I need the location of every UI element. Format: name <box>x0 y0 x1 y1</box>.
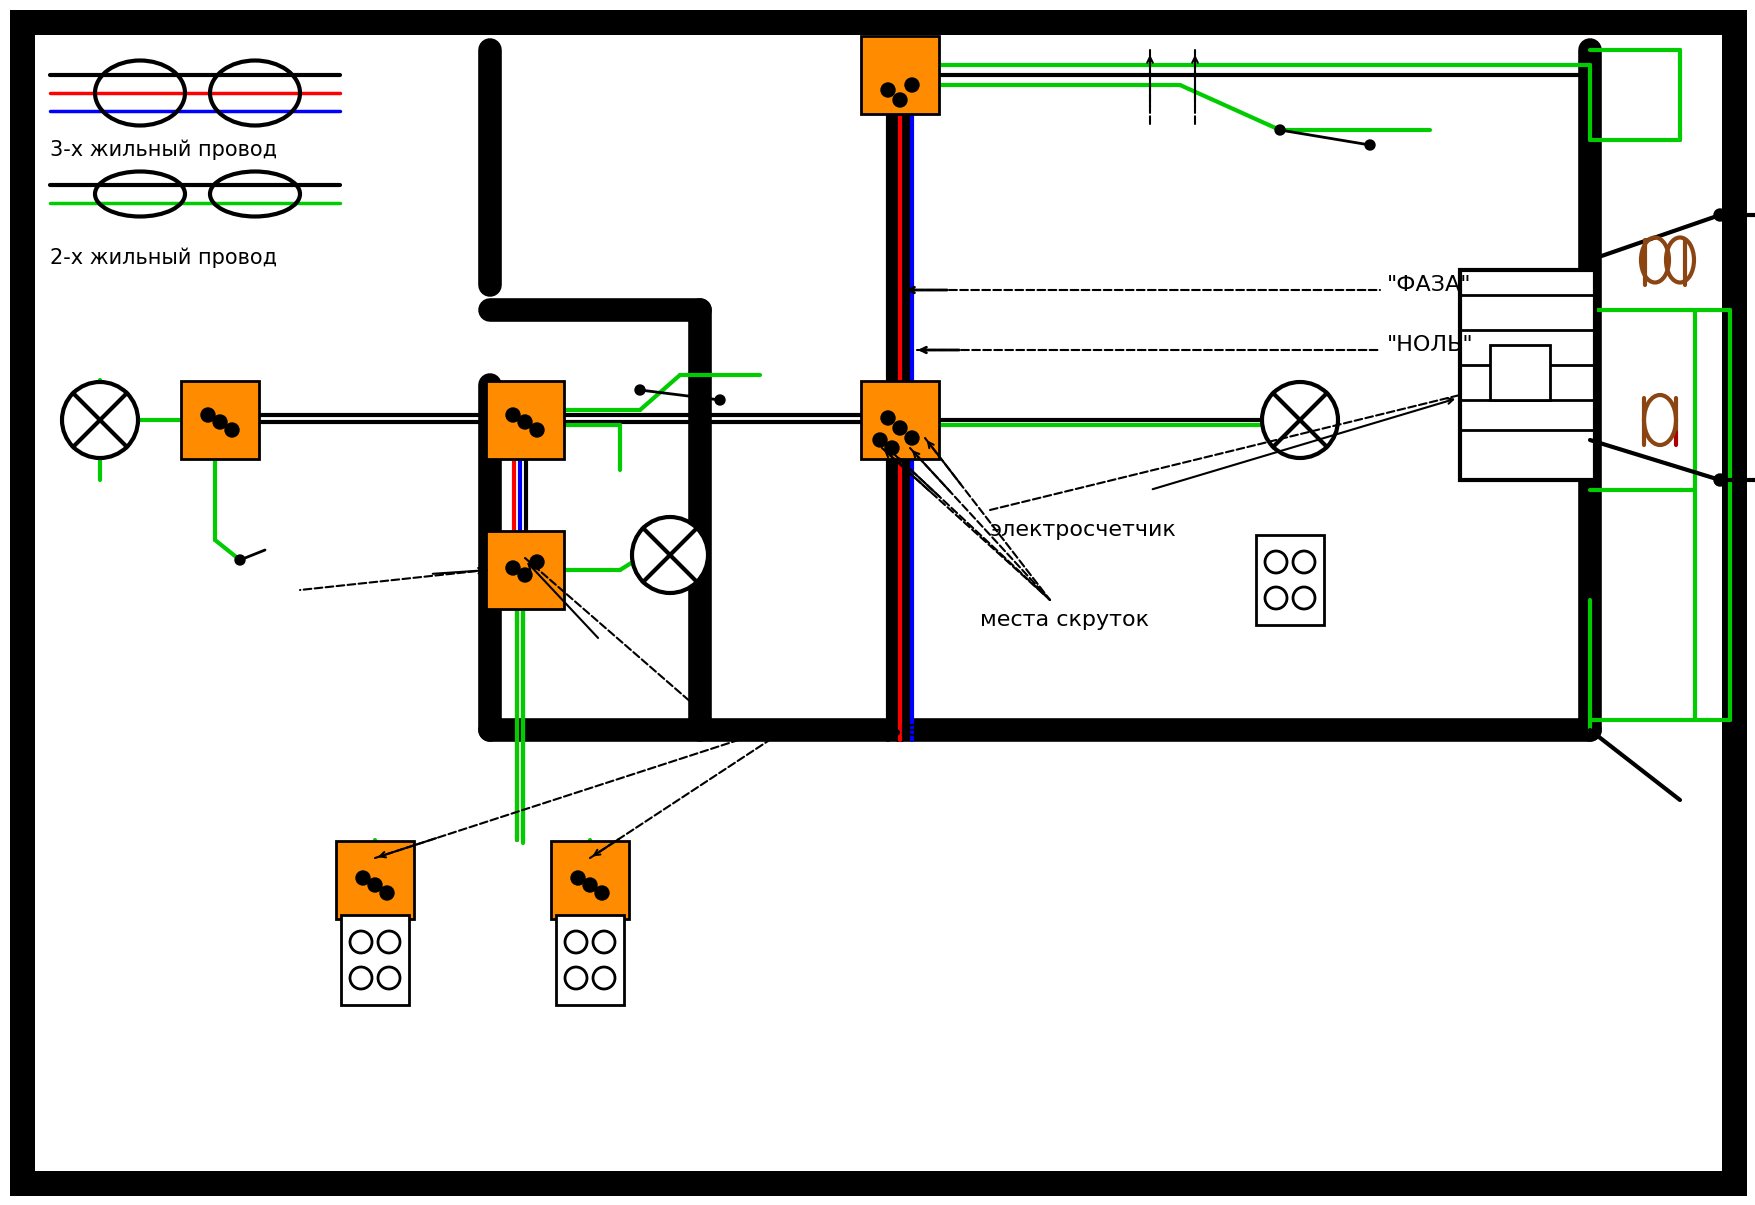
Circle shape <box>570 871 584 884</box>
Circle shape <box>904 431 918 445</box>
Bar <box>1490 345 1550 400</box>
Circle shape <box>377 931 400 953</box>
Text: 3-х жильный провод: 3-х жильный провод <box>49 140 277 160</box>
Circle shape <box>593 966 614 989</box>
Circle shape <box>349 966 372 989</box>
Circle shape <box>1264 587 1286 609</box>
Circle shape <box>881 411 895 425</box>
Circle shape <box>1262 382 1337 458</box>
Circle shape <box>505 562 519 575</box>
Bar <box>860 381 939 459</box>
Circle shape <box>565 966 586 989</box>
Circle shape <box>1713 208 1725 221</box>
Circle shape <box>872 433 886 447</box>
Text: распределительные коробки: распределительные коробки <box>679 719 1023 740</box>
Circle shape <box>518 415 532 429</box>
Circle shape <box>530 556 544 569</box>
Circle shape <box>893 421 907 435</box>
Circle shape <box>61 382 139 458</box>
Circle shape <box>369 878 383 892</box>
Bar <box>551 841 628 919</box>
Circle shape <box>1264 551 1286 574</box>
Circle shape <box>1364 140 1374 149</box>
Circle shape <box>235 556 246 565</box>
Text: "НОЛЬ": "НОЛЬ" <box>1386 335 1472 355</box>
Circle shape <box>530 423 544 437</box>
Circle shape <box>632 517 707 593</box>
Text: "ФАЗА": "ФАЗА" <box>1386 275 1471 295</box>
Circle shape <box>505 408 519 422</box>
Circle shape <box>225 423 239 437</box>
Circle shape <box>904 78 918 92</box>
Bar <box>181 381 258 459</box>
Circle shape <box>565 931 586 953</box>
Circle shape <box>212 415 226 429</box>
Circle shape <box>356 871 370 884</box>
Bar <box>1255 535 1323 625</box>
Circle shape <box>377 966 400 989</box>
Circle shape <box>881 83 895 96</box>
Bar <box>486 531 563 609</box>
Circle shape <box>885 441 899 455</box>
Circle shape <box>349 931 372 953</box>
Circle shape <box>1292 587 1314 609</box>
Bar <box>486 381 563 459</box>
Circle shape <box>583 878 597 892</box>
Text: места скруток: места скруток <box>979 610 1148 630</box>
Circle shape <box>200 408 214 422</box>
Text: 2-х жильный провод: 2-х жильный провод <box>49 248 277 269</box>
Text: электросчетчик: электросчетчик <box>990 521 1176 540</box>
Circle shape <box>593 931 614 953</box>
Circle shape <box>714 395 725 405</box>
Circle shape <box>1713 474 1725 486</box>
Circle shape <box>595 886 609 900</box>
Bar <box>556 915 623 1005</box>
Circle shape <box>893 93 907 107</box>
Circle shape <box>379 886 393 900</box>
Circle shape <box>1274 125 1285 135</box>
Bar <box>335 841 414 919</box>
Bar <box>1458 270 1594 480</box>
Bar <box>340 915 409 1005</box>
Circle shape <box>635 386 644 395</box>
Circle shape <box>518 568 532 582</box>
Bar <box>860 36 939 114</box>
Circle shape <box>1292 551 1314 574</box>
